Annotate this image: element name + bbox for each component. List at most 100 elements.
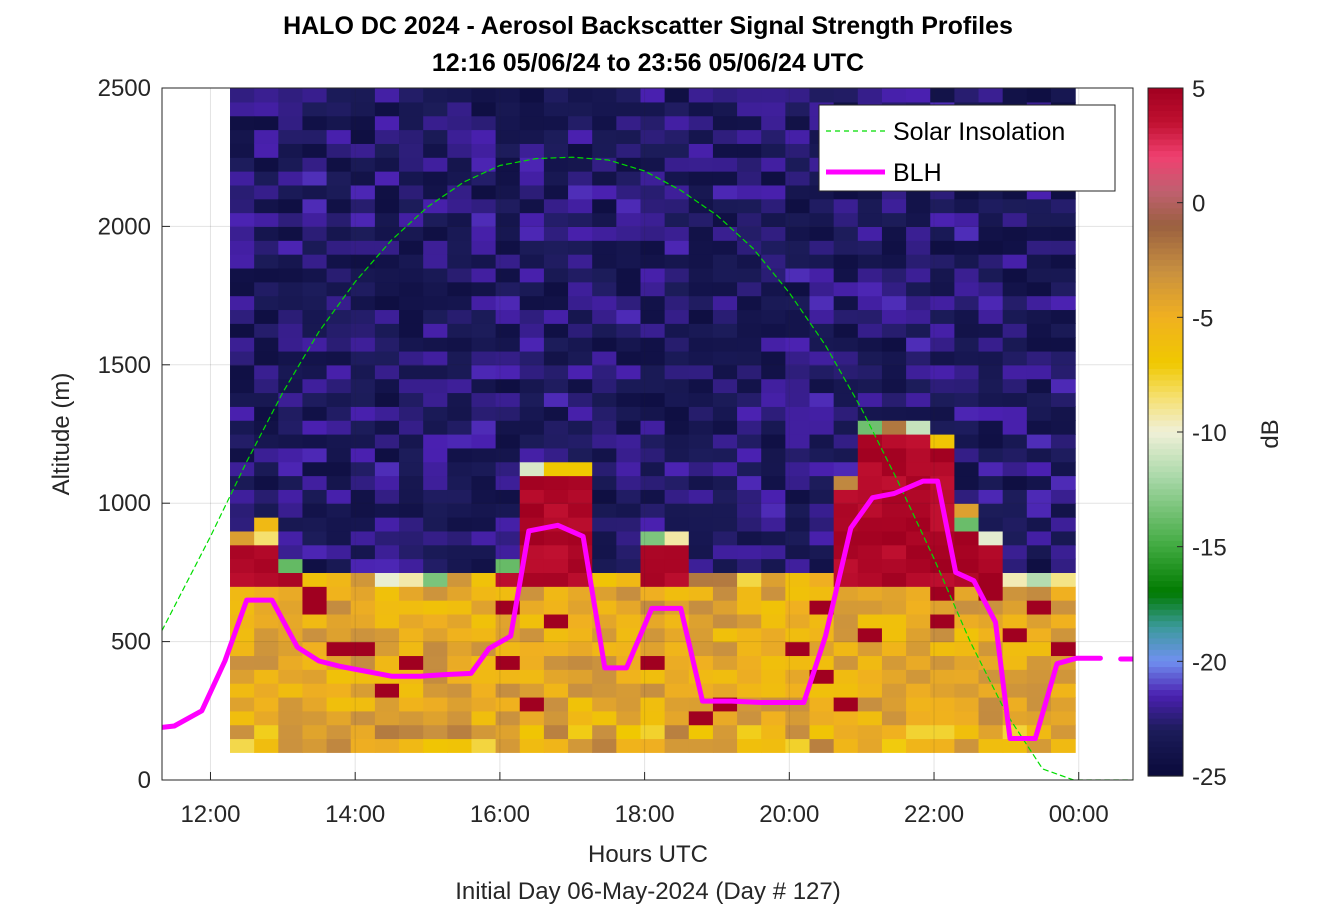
heatmap-cell: [737, 392, 762, 407]
heatmap-cell: [254, 475, 279, 490]
heatmap-cell: [954, 530, 980, 546]
heatmap-cell: [954, 378, 980, 394]
heatmap-cell: [712, 558, 738, 573]
heatmap-cell: [568, 392, 593, 407]
heatmap-cell: [737, 461, 762, 477]
colorbar-segment: [1148, 432, 1183, 439]
heatmap-cell: [906, 586, 931, 601]
heatmap-cell: [278, 350, 304, 366]
heatmap-cell: [230, 434, 255, 449]
heatmap-cell: [399, 88, 424, 103]
heatmap-cell: [350, 212, 376, 227]
heatmap-cell: [906, 683, 931, 698]
heatmap-cell: [230, 503, 255, 518]
heatmap-cell: [302, 696, 328, 712]
heatmap-cell: [978, 420, 1004, 435]
heatmap-cell: [254, 337, 279, 352]
heatmap-cell: [881, 295, 907, 311]
heatmap-cell: [471, 447, 497, 463]
heatmap-cell: [350, 696, 376, 712]
heatmap-cell: [399, 710, 424, 726]
heatmap-cell: [399, 434, 424, 449]
heatmap-cell: [399, 572, 424, 587]
heatmap-cell: [399, 724, 424, 740]
heatmap-cell: [712, 406, 738, 421]
heatmap-cell: [302, 184, 328, 200]
heatmap-cell: [881, 738, 907, 753]
heatmap-cell: [688, 129, 714, 144]
heatmap-cell: [399, 406, 424, 421]
heatmap-cell: [519, 323, 545, 338]
heatmap-cell: [616, 240, 642, 255]
heatmap-cell: [254, 724, 279, 740]
heatmap-cell: [423, 447, 448, 463]
heatmap-cell: [350, 530, 376, 546]
colorbar-segment: [1148, 133, 1183, 141]
colorbar-segment: [1148, 690, 1183, 697]
heatmap-cell: [495, 503, 521, 518]
heatmap-cell: [254, 696, 279, 712]
heatmap-cell: [1002, 489, 1028, 504]
heatmap-cell: [592, 447, 617, 463]
heatmap-cell: [640, 586, 666, 601]
heatmap-cell: [519, 143, 545, 158]
heatmap-cell: [423, 420, 448, 435]
heatmap-cell: [350, 184, 376, 200]
heatmap-cell: [1026, 378, 1052, 394]
heatmap-cell: [350, 295, 376, 311]
heatmap-cell: [592, 738, 617, 753]
heatmap-cell: [640, 461, 666, 477]
heatmap-cell: [519, 157, 545, 172]
colorbar-tick-label: -20: [1192, 649, 1227, 676]
heatmap-cell: [592, 364, 617, 380]
colorbar-segment: [1148, 179, 1183, 187]
heatmap-cell: [737, 184, 762, 200]
heatmap-cell: [278, 323, 304, 338]
heatmap-cell: [519, 669, 545, 684]
heatmap-cell: [833, 558, 859, 573]
heatmap-cell: [1002, 434, 1028, 449]
heatmap-cell: [1050, 641, 1076, 657]
heatmap-cell: [712, 710, 738, 726]
heatmap-cell: [906, 710, 931, 726]
heatmap-cell: [1026, 641, 1052, 657]
heatmap-cell: [954, 461, 980, 477]
heatmap-cell: [640, 171, 666, 186]
heatmap-cell: [495, 129, 521, 144]
heatmap-cell: [230, 129, 255, 144]
heatmap-cell: [495, 88, 521, 103]
heatmap-cell: [278, 572, 304, 587]
heatmap-cell: [302, 240, 328, 255]
heatmap-cell: [954, 613, 980, 629]
heatmap-cell: [399, 627, 424, 643]
heatmap-cell: [712, 613, 738, 629]
colorbar-segment: [1148, 294, 1183, 301]
heatmap-cell: [1002, 544, 1028, 560]
heatmap-cell: [833, 350, 859, 366]
heatmap-cell: [881, 240, 907, 255]
heatmap-cell: [519, 295, 545, 311]
heatmap-cell: [737, 101, 762, 117]
heatmap-cell: [254, 641, 279, 657]
heatmap-cell: [737, 115, 762, 131]
colorbar-segment: [1148, 357, 1183, 364]
heatmap-cell: [737, 475, 762, 490]
heatmap-cell: [616, 392, 642, 407]
x-tick-label: 20:00: [759, 801, 819, 828]
heatmap-cell: [857, 655, 883, 670]
colorbar-segment: [1148, 363, 1183, 370]
heatmap-cell: [978, 364, 1004, 380]
heatmap-cell: [761, 572, 786, 587]
heatmap-cell: [954, 655, 980, 670]
heatmap-cell: [350, 710, 376, 726]
colorbar-segment: [1148, 529, 1183, 536]
heatmap-cell: [785, 738, 811, 753]
heatmap-cell: [495, 295, 521, 311]
heatmap-cell: [664, 88, 690, 103]
heatmap-cell: [447, 572, 473, 587]
heatmap-cell: [737, 88, 762, 103]
heatmap-cell: [737, 254, 762, 269]
colorbar-segment: [1148, 380, 1183, 387]
heatmap-cell: [688, 171, 714, 186]
colorbar-segment: [1148, 741, 1183, 748]
